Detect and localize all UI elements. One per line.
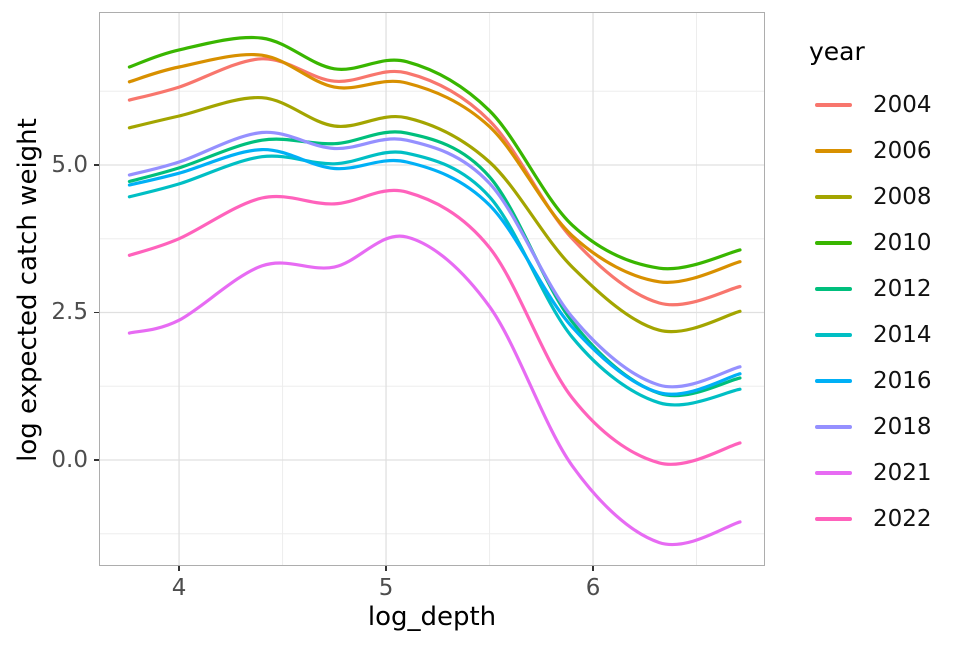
- plot-panel: [99, 12, 765, 566]
- legend-item-2004: 2004: [805, 82, 932, 128]
- legend-key-line-2018: [815, 425, 852, 429]
- x-tick-mark: [178, 566, 180, 571]
- legend: year 2004 2006 2008 2010 2012 2014 2016 2018 202…: [805, 36, 932, 542]
- legend-key-line-2004: [815, 103, 852, 107]
- series-line-2022: [127, 188, 742, 466]
- plot-area-svg: [100, 13, 764, 565]
- legend-label-2010: 2010: [873, 230, 932, 256]
- legend-key-line-2022: [815, 517, 852, 521]
- legend-label-2018: 2018: [873, 414, 932, 440]
- legend-label-2008: 2008: [873, 184, 932, 210]
- series-line-2021: [127, 234, 742, 546]
- y-tick-label: 0.0: [51, 446, 88, 473]
- legend-item-2008: 2008: [805, 174, 932, 220]
- series-line-2006: [127, 53, 742, 284]
- legend-key-line-2016: [815, 379, 852, 383]
- y-tick-label: 5.0: [51, 151, 88, 178]
- x-tick-mark: [385, 566, 387, 571]
- series-line-2016: [127, 147, 742, 396]
- legend-key-line-2010: [815, 241, 852, 245]
- series-line-2010: [127, 35, 742, 271]
- y-tick-mark: [94, 459, 99, 461]
- legend-label-2004: 2004: [873, 92, 932, 118]
- legend-item-2018: 2018: [805, 404, 932, 450]
- series-line-2014: [127, 150, 742, 407]
- legend-label-2021: 2021: [873, 460, 932, 486]
- y-tick-mark: [94, 311, 99, 314]
- series-line-2004: [127, 57, 742, 307]
- legend-key-line-2008: [815, 195, 852, 199]
- legend-item-2012: 2012: [805, 266, 932, 312]
- legend-key-line-2014: [815, 333, 852, 337]
- y-tick-label: 2.5: [51, 299, 88, 326]
- legend-key-line-2021: [815, 471, 852, 475]
- y-axis-title: log expected catch weight: [13, 118, 43, 462]
- legend-key-line-2012: [815, 287, 852, 291]
- series-line-2018: [127, 130, 742, 389]
- legend-label-2006: 2006: [873, 138, 932, 164]
- legend-item-2010: 2010: [805, 220, 932, 266]
- legend-item-2014: 2014: [805, 312, 932, 358]
- x-axis-title: log_depth: [367, 602, 497, 632]
- series-line-2008: [127, 96, 742, 334]
- legend-label-2014: 2014: [873, 322, 932, 348]
- legend-label-2022: 2022: [873, 506, 932, 532]
- x-tick-label: 6: [585, 575, 601, 601]
- x-tick-label: 5: [378, 575, 394, 601]
- x-tick-label: 4: [171, 575, 187, 601]
- legend-item-2006: 2006: [805, 128, 932, 174]
- legend-item-2021: 2021: [805, 450, 932, 496]
- legend-title: year: [809, 37, 865, 66]
- legend-key-line-2006: [815, 149, 852, 153]
- y-tick-mark: [94, 164, 99, 166]
- legend-items: 2004 2006 2008 2010 2012 2014 2016 2018 2021 2022: [805, 82, 932, 542]
- x-tick-mark: [592, 566, 594, 571]
- legend-label-2012: 2012: [873, 276, 932, 302]
- legend-item-2016: 2016: [805, 358, 932, 404]
- legend-label-2016: 2016: [873, 368, 932, 394]
- legend-item-2022: 2022: [805, 496, 932, 542]
